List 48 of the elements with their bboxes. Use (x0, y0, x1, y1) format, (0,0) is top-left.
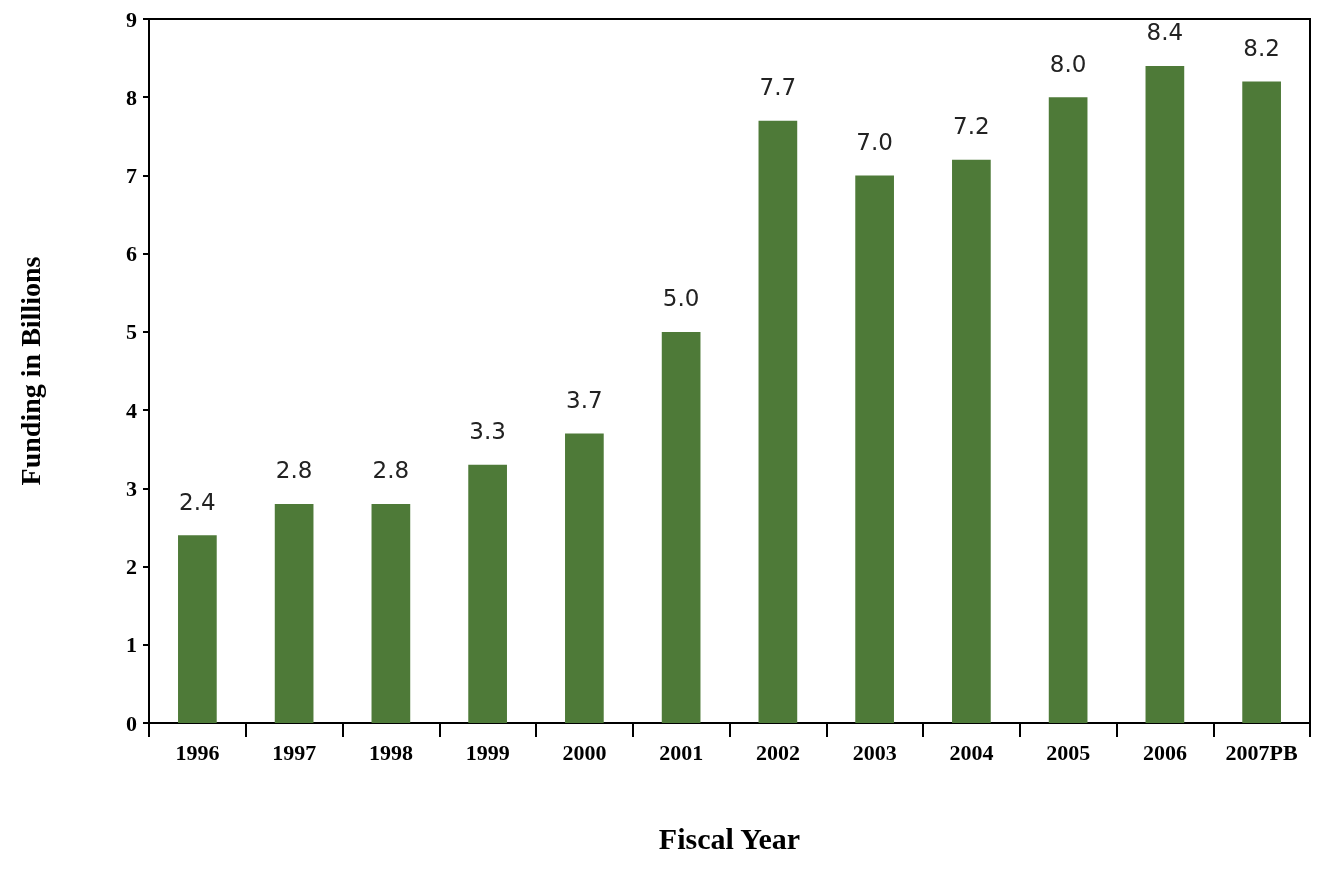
y-tick-label: 8 (126, 84, 137, 110)
data-label: 2.8 (275, 457, 313, 484)
x-axis-title: Fiscal Year (658, 821, 801, 855)
y-tick-label: 2 (126, 554, 137, 580)
bar (1048, 97, 1088, 723)
data-label: 3.7 (566, 387, 603, 414)
x-tick-label: 2002 (755, 739, 800, 765)
y-tick-label: 9 (126, 6, 137, 32)
x-tick-label: 2006 (1142, 739, 1187, 765)
data-label: 2.8 (372, 457, 410, 484)
data-label: 3.3 (469, 418, 506, 445)
x-tick-label: 1997 (272, 739, 317, 765)
y-tick-label: 3 (126, 475, 137, 501)
y-tick-label: 4 (126, 397, 137, 423)
bar (952, 159, 991, 723)
x-tick-label: 2007PB (1225, 739, 1298, 765)
data-label: 7.7 (759, 74, 797, 101)
data-label: 8.4 (1146, 19, 1184, 46)
y-tick-label: 7 (126, 162, 137, 188)
y-tick-label: 0 (126, 710, 137, 736)
bar (565, 433, 604, 723)
x-tick-label: 2004 (949, 739, 994, 765)
bar (661, 331, 701, 723)
data-label: 7.0 (856, 128, 893, 155)
x-tick-label: 1999 (465, 739, 510, 765)
x-tick-label: 2005 (1046, 739, 1091, 765)
x-tick-label: 2000 (562, 739, 607, 765)
bar (1145, 65, 1185, 723)
bar (371, 503, 411, 723)
data-label: 5.0 (662, 285, 700, 312)
data-label: 8.2 (1243, 35, 1280, 62)
bar (468, 464, 507, 723)
bar (855, 175, 894, 723)
x-tick-label: 1996 (175, 739, 220, 765)
data-label: 2.4 (179, 488, 216, 515)
x-tick-label: 1998 (368, 739, 413, 765)
y-tick-label: 5 (126, 319, 137, 345)
bar (274, 503, 314, 723)
data-label: 8.0 (1049, 50, 1087, 77)
bar (758, 120, 798, 723)
x-tick-label: 2001 (659, 739, 704, 765)
bar (178, 535, 217, 723)
bar (1242, 81, 1281, 723)
y-axis-title: Funding in Billions (14, 256, 46, 486)
x-tick-label: 2003 (852, 739, 897, 765)
data-label: 7.2 (953, 113, 990, 140)
y-tick-label: 6 (126, 241, 137, 267)
y-tick-label: 1 (126, 632, 137, 658)
